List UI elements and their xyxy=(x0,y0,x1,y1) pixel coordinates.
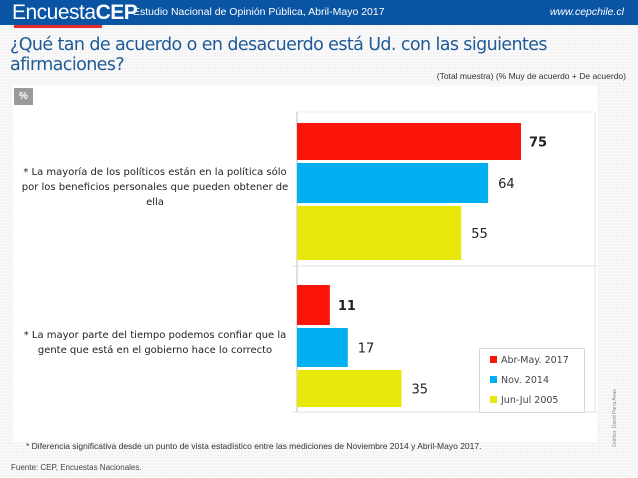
category-label: * La mayoría de los políticos están en l… xyxy=(21,167,289,208)
legend-label: Jun-Jul 2005 xyxy=(501,395,559,406)
data-label: 75 xyxy=(529,136,547,151)
legend-swatch xyxy=(490,376,497,383)
unit-badge: % xyxy=(14,88,33,105)
legend-label: Abr-May. 2017 xyxy=(501,355,569,366)
bar xyxy=(297,370,402,407)
legend-label: Nov. 2014 xyxy=(501,375,550,386)
legend-item: Jun-Jul 2005 xyxy=(490,395,558,406)
header-subtitle: Estudio Nacional de Opinión Pública, Abr… xyxy=(133,6,385,18)
legend-item: Nov. 2014 xyxy=(490,375,549,386)
chart-credit: Gráfico: David Parra Arias xyxy=(612,389,618,447)
logo-text-light: Encuesta xyxy=(12,1,96,24)
data-label: 11 xyxy=(338,299,356,314)
logo-underline xyxy=(14,25,102,28)
bar xyxy=(297,206,462,260)
logo-text-bold: CEP xyxy=(95,1,138,24)
legend-swatch xyxy=(490,396,497,403)
source-note: Fuente: CEP, Encuestas Nacionales. xyxy=(11,463,142,472)
data-label: 64 xyxy=(498,177,515,192)
bar xyxy=(297,123,521,160)
data-label: 35 xyxy=(412,383,429,398)
data-label: 55 xyxy=(471,227,488,242)
page-title: ¿Qué tan de acuerdo o en desacuerdo está… xyxy=(10,35,548,75)
legend-item: Abr-May. 2017 xyxy=(490,355,569,366)
bar xyxy=(297,163,489,203)
category-label: * La mayor parte del tiempo podemos conf… xyxy=(23,330,287,356)
bar xyxy=(297,285,330,325)
header-url[interactable]: www.cepchile.cl xyxy=(549,6,624,18)
header-bar: EncuestaCEP Estudio Nacional de Opinión … xyxy=(0,0,638,25)
bar xyxy=(297,328,348,367)
logo: EncuestaCEP xyxy=(12,1,138,25)
legend: Abr-May. 2017 Nov. 2014 Jun-Jul 2005 xyxy=(479,348,585,413)
legend-swatch xyxy=(490,356,497,363)
data-label: 17 xyxy=(358,342,375,357)
footnote: * Diferencia significativa desde un punt… xyxy=(26,441,482,451)
sample-note: (Total muestra) (% Muy de acuerdo + De a… xyxy=(436,71,626,81)
